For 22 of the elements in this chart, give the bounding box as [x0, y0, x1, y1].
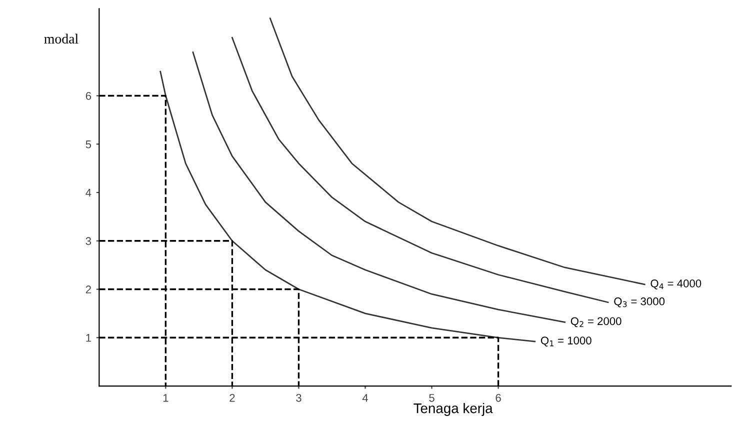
x-tick-label: 6 [496, 394, 501, 402]
y-tick-label: 3 [86, 237, 92, 246]
x-axis-title: Tenaga kerja [414, 403, 493, 416]
y-axis-title: modal [44, 34, 78, 44]
series-label: Q$_{1}$ = 1000 [540, 336, 592, 346]
series-label: Q$_{4}$ = 4000 [650, 280, 702, 290]
y-tick-label: 4 [86, 188, 92, 197]
series-label: Q$_{2}$ = 2000 [570, 317, 622, 328]
y-tick-label: 2 [86, 286, 91, 294]
line-series [192, 52, 566, 323]
y-tick-label: 6 [86, 92, 92, 100]
y-tick-label: 5 [86, 140, 92, 148]
y-tick-label: 1 [86, 334, 91, 342]
line-series [160, 70, 536, 342]
series-label: Q$_{3}$ = 3000 [614, 297, 665, 308]
x-tick-label: 5 [429, 394, 434, 402]
line-series [269, 18, 646, 286]
x-tick-label: 4 [362, 394, 368, 402]
x-tick-label: 3 [296, 394, 302, 402]
x-tick-label: 1 [163, 394, 168, 402]
x-tick-label: 2 [230, 394, 235, 402]
line-series [232, 36, 609, 304]
